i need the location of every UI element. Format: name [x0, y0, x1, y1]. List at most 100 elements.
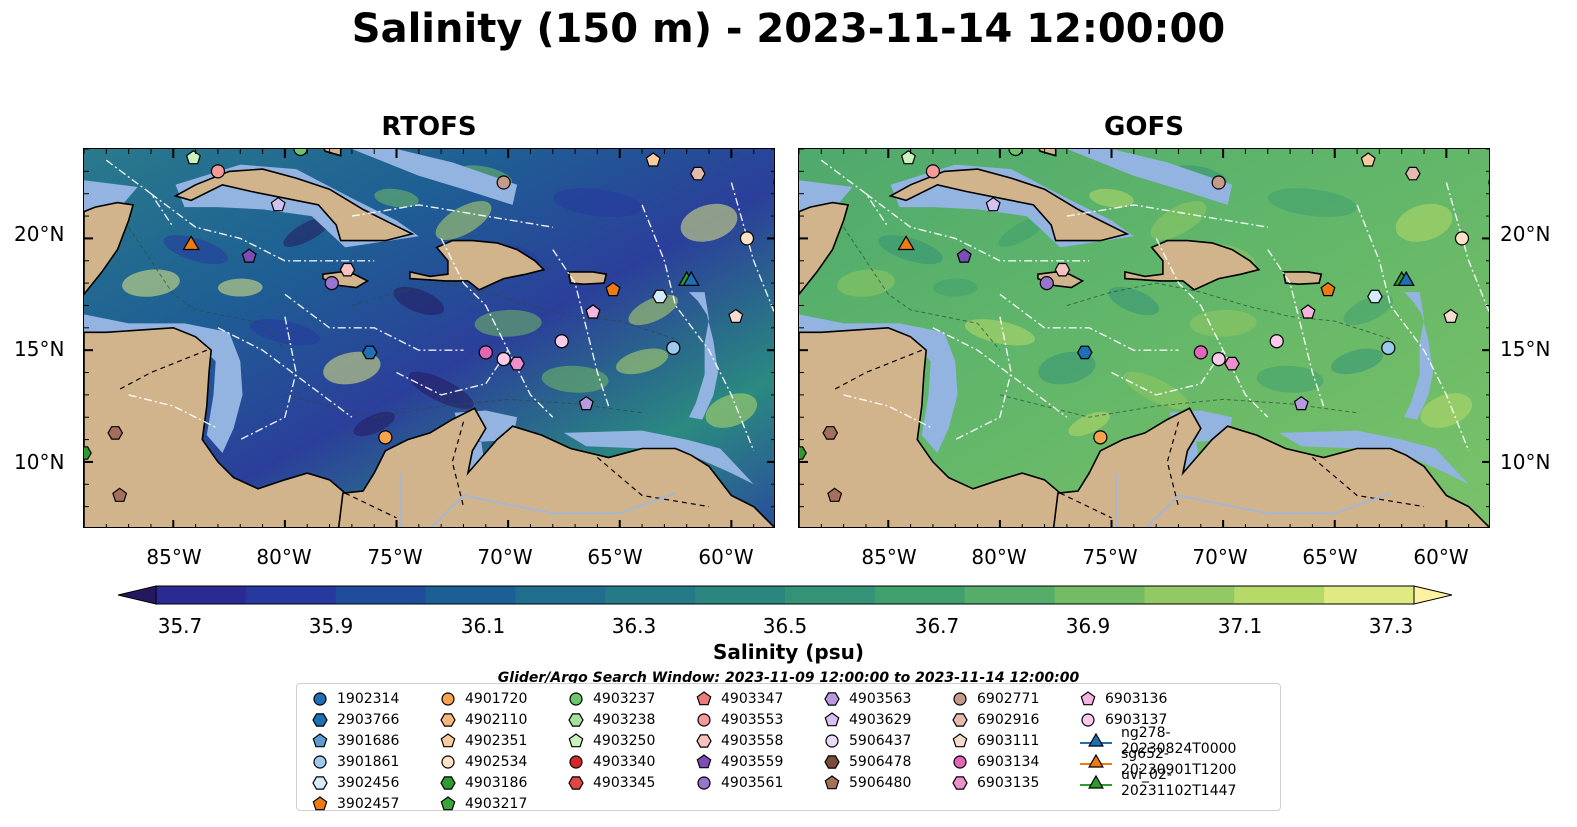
- colorbar-segment: [245, 586, 337, 604]
- float-marker-1902314[interactable]: [1488, 176, 1490, 189]
- float-marker-6903134[interactable]: [1193, 345, 1208, 360]
- legend-marker-icon: [313, 691, 327, 706]
- float-marker-4902351[interactable]: [645, 152, 661, 167]
- float-marker-2903766[interactable]: [361, 345, 378, 360]
- float-marker-4902534[interactable]: [1454, 231, 1470, 246]
- float-marker-4901720[interactable]: [378, 430, 393, 445]
- float-marker-4903559[interactable]: [241, 248, 257, 263]
- float-marker-4903563[interactable]: [578, 395, 594, 411]
- float-marker-6903134[interactable]: [478, 345, 493, 360]
- float-marker-5906480[interactable]: [112, 487, 128, 502]
- depth-contour: [284, 394, 643, 418]
- float-marker-3901861[interactable]: [666, 340, 681, 356]
- float-marker-4903559[interactable]: [956, 248, 972, 263]
- float-marker-sg652-20230901T1200[interactable]: [182, 235, 200, 251]
- legend-marker-icon: [824, 691, 840, 706]
- legend-item: 4903345: [567, 772, 655, 793]
- float-marker-4903237[interactable]: [293, 149, 308, 157]
- float-marker-6903137[interactable]: [554, 334, 569, 349]
- float-marker-3901861[interactable]: [1381, 340, 1396, 356]
- float-marker-6903135[interactable]: [509, 356, 525, 371]
- salinity-eddy: [1331, 348, 1384, 375]
- float-marker-sg652-20230901T1200[interactable]: [897, 235, 915, 251]
- float-marker-6902771[interactable]: [1211, 175, 1226, 190]
- salinity-eddy: [553, 188, 642, 218]
- float-marker-4903250[interactable]: [900, 150, 916, 165]
- lat-tick-label: 10°N: [1500, 450, 1551, 474]
- legend-item: 4903250: [567, 730, 655, 751]
- float-marker-1902314[interactable]: [773, 176, 775, 189]
- legend-marker-icon: [440, 795, 456, 810]
- legend-item: 4903186: [439, 772, 527, 793]
- salinity-eddy: [474, 309, 542, 337]
- salinity-eddy: [964, 319, 1035, 346]
- lon-tick-label: 75°W: [367, 545, 423, 569]
- depth-contour: [843, 226, 1001, 351]
- eez-boundary: [217, 327, 353, 418]
- float-marker-4903553[interactable]: [210, 164, 226, 179]
- legend-item: 4903553: [695, 709, 783, 730]
- float-marker-ng278-20230824T0000[interactable]: [682, 270, 700, 286]
- float-marker-4903561[interactable]: [1039, 276, 1054, 291]
- depth-contour: [999, 394, 1358, 418]
- legend-label: 3901686: [337, 732, 400, 749]
- float-marker-4903553[interactable]: [925, 164, 941, 179]
- float-marker-4901720[interactable]: [1093, 430, 1108, 445]
- float-marker-3902457[interactable]: [605, 281, 621, 297]
- float-marker-6902916[interactable]: [822, 426, 839, 440]
- float-marker-6902916[interactable]: [690, 166, 706, 181]
- lat-tick-label: 10°N: [14, 450, 65, 474]
- float-marker-4902534[interactable]: [739, 231, 755, 246]
- float-marker-2903766[interactable]: [1076, 345, 1093, 360]
- salinity-eddy: [1068, 411, 1110, 437]
- float-marker-4903558[interactable]: [1054, 262, 1071, 277]
- float-marker-4902351[interactable]: [1360, 152, 1376, 167]
- float-marker-4903186[interactable]: [799, 446, 807, 460]
- float-marker-6903136[interactable]: [585, 304, 601, 319]
- float-marker-6903137[interactable]: [1211, 352, 1226, 367]
- float-marker-6903137[interactable]: [1269, 334, 1284, 349]
- float-marker-4903561[interactable]: [324, 276, 339, 291]
- float-marker-4903186[interactable]: [84, 446, 92, 460]
- float-marker-6903135[interactable]: [1224, 356, 1240, 371]
- colorbar: [118, 585, 1452, 605]
- float-marker-4903563[interactable]: [1293, 395, 1309, 411]
- legend-marker-icon: [952, 712, 968, 727]
- legend-item: 5906480: [823, 772, 911, 793]
- salinity-eddy: [1268, 188, 1357, 218]
- float-marker-3902456[interactable]: [652, 289, 668, 304]
- float-marker-4903629[interactable]: [270, 196, 286, 212]
- lon-tick-label: 80°W: [256, 545, 312, 569]
- float-marker-6903111[interactable]: [1443, 308, 1459, 323]
- float-marker-4903629[interactable]: [985, 196, 1001, 212]
- legend-label: 4903561: [721, 774, 784, 791]
- eez-boundary: [552, 249, 610, 407]
- salinity-eddy: [1089, 188, 1134, 208]
- float-marker-3902456[interactable]: [1367, 289, 1383, 304]
- country-border: [117, 349, 208, 391]
- float-marker-6903137[interactable]: [496, 352, 511, 367]
- float-marker-6902916[interactable]: [107, 426, 124, 440]
- salinity-eddy: [1256, 365, 1324, 393]
- legend-label: 4903340: [593, 753, 656, 770]
- legend-item: 6902916: [951, 709, 1039, 730]
- float-marker-6902916[interactable]: [1405, 166, 1421, 181]
- float-marker-6902771[interactable]: [496, 175, 511, 190]
- float-marker-6903111[interactable]: [728, 308, 744, 323]
- legend-label: 4903347: [721, 690, 784, 707]
- float-marker-4903237[interactable]: [1008, 149, 1023, 157]
- lon-tick-label: 65°W: [1302, 545, 1358, 569]
- country-border: [1059, 492, 1112, 519]
- legend-marker-icon: [824, 711, 840, 726]
- float-marker-5906480[interactable]: [827, 487, 843, 502]
- float-marker-4903250[interactable]: [185, 150, 201, 165]
- land: [84, 201, 135, 296]
- float-marker-3902457[interactable]: [1320, 281, 1336, 297]
- eez-boundary: [1356, 204, 1470, 452]
- map-panel-gofs[interactable]: [798, 148, 1490, 528]
- legend-item: 6902771: [951, 688, 1039, 709]
- float-marker-6903136[interactable]: [1300, 304, 1316, 319]
- float-marker-4903558[interactable]: [339, 262, 356, 277]
- map-panel-rtofs[interactable]: [83, 148, 775, 528]
- float-marker-ng278-20230824T0000[interactable]: [1397, 270, 1415, 286]
